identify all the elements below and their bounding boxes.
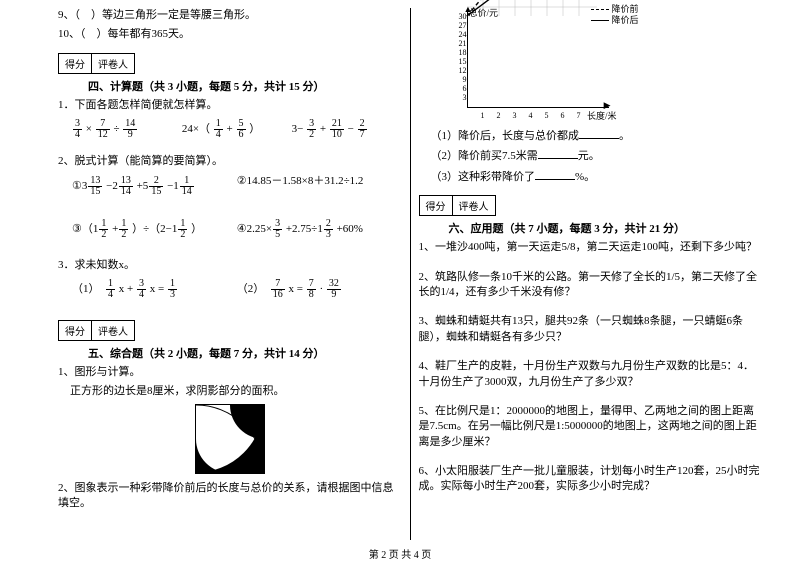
page: 9、（ ）等边三角形一定是等腰三角形。 10、（ ）每年都有365天。 得分 评… xyxy=(0,0,800,540)
question-10: 10、（ ）每年都有365天。 xyxy=(58,27,402,42)
left-column: 9、（ ）等边三角形一定是等腰三角形。 10、（ ）每年都有365天。 得分 评… xyxy=(50,8,410,540)
sec4-eq-row4: （1） 14 x + 34 x = 13 （2） 716 x = 78 · 32… xyxy=(72,279,402,300)
fill-3: （3）这种彩带降价了%。 xyxy=(431,169,763,185)
blank-2[interactable] xyxy=(538,148,578,159)
fill-2: （2）降价前买7.5米需元。 xyxy=(431,148,763,164)
question-9: 9、（ ）等边三角形一定是等腰三角形。 xyxy=(58,8,402,23)
eq4b: （2） 716 x = 78 · 329 xyxy=(237,279,402,300)
price-chart: 降价前 降价后 总价/元 长度/米 ▲▶ 3 6 9 12 15 18 21 2… xyxy=(449,8,609,118)
eq4a: （1） 14 x + 34 x = 13 xyxy=(72,279,237,300)
section-5-title: 五、综合题（共 2 小题，每题 7 分，共计 14 分） xyxy=(88,345,325,361)
score-box-6: 得分 评卷人 xyxy=(419,195,496,216)
sec4-q2: 2、脱式计算（能简算的要简算）。 xyxy=(58,154,402,169)
score-box-5: 得分 评卷人 xyxy=(58,320,135,341)
sec5-q2: 2、图象表示一种彩带降价前后的长度与总价的关系，请根据图中信息填空。 xyxy=(58,481,402,512)
shape-figure xyxy=(58,404,402,477)
sec5-q1b: 正方形的边长是8厘米，求阴影部分的面积。 xyxy=(70,384,402,399)
score-cell-score: 得分 xyxy=(59,54,92,73)
app-q2: 2、筑路队修一条10千米的公路。第一天修了全长的1/5，第二天修了全长的1/4，… xyxy=(419,270,763,301)
fill-1: （1）降价后，长度与总价都成。 xyxy=(431,128,763,144)
eq2a: ①31315 −21314 +5215 −1114 xyxy=(72,176,237,197)
app-q3: 3、蜘蛛和蜻蜓共有13只，腿共92条（一只蜘蛛8条腿，一只蜻蜓6条腿），蜘蛛和蜻… xyxy=(419,314,763,345)
app-q6: 6、小太阳服装厂生产一批儿童服装，计划每小时生产120套，25小时完成。实际每小… xyxy=(419,464,763,495)
app-q1: 1、一堆沙400吨，第一天运走5/8，第二天运走100吨，还剩下多少吨？ xyxy=(419,240,763,255)
score-box: 得分 评卷人 xyxy=(58,53,135,74)
eq1c: 3− 32 + 2110 − 27 xyxy=(292,119,402,140)
app-q4: 4、鞋厂生产的皮鞋，十月份生产双数与九月份生产双数的比是5：4．十月份生产了30… xyxy=(419,359,763,390)
section-6-title: 六、应用题（共 7 小题，每题 3 分，共计 21 分） xyxy=(449,220,686,236)
sec4-q3: 3．求未知数x。 xyxy=(58,258,402,273)
right-column: 降价前 降价后 总价/元 长度/米 ▲▶ 3 6 9 12 15 18 21 2… xyxy=(411,8,771,540)
eq1b: 24×（ 14 + 56 ） xyxy=(182,119,292,140)
x-axis-label: 长度/米 xyxy=(587,109,617,122)
chart-lines xyxy=(467,16,597,108)
section-4-title: 四、计算题（共 3 小题，每题 5 分，共计 15 分） xyxy=(88,78,325,94)
blank-1[interactable] xyxy=(579,128,619,139)
app-q5: 5、在比例尺是1：2000000的地图上，量得甲、乙两地之间的图上距离是7.5c… xyxy=(419,404,763,450)
page-footer: 第 2 页 共 4 页 xyxy=(0,546,800,561)
sec4-q1: 1．下面各题怎样简便就怎样算。 xyxy=(58,98,402,113)
eq3a: ③（112 +12 ）÷（2−112 ） xyxy=(72,219,237,240)
sec4-eq-row3: ③（112 +12 ）÷（2−112 ） ④2.25×35 +2.75÷123 … xyxy=(72,219,402,240)
eq3b: ④2.25×35 +2.75÷123 +60% xyxy=(237,219,402,240)
chart-legend: 降价前 降价后 xyxy=(591,4,638,26)
eq1a: 34 × 712 ÷ 149 xyxy=(72,119,182,140)
blank-3[interactable] xyxy=(535,169,575,180)
sec4-eq-row2: ①31315 −21314 +5215 −1114 ②14.85－1.58×8＋… xyxy=(72,176,402,197)
score-cell-grader: 评卷人 xyxy=(92,54,134,73)
eq2b: ②14.85－1.58×8＋31.2÷1.2 xyxy=(237,176,402,197)
sec5-q1a: 1、图形与计算。 xyxy=(58,365,402,380)
sec4-eq-row1: 34 × 712 ÷ 149 24×（ 14 + 56 ） 3− 32 + 21… xyxy=(72,119,402,140)
